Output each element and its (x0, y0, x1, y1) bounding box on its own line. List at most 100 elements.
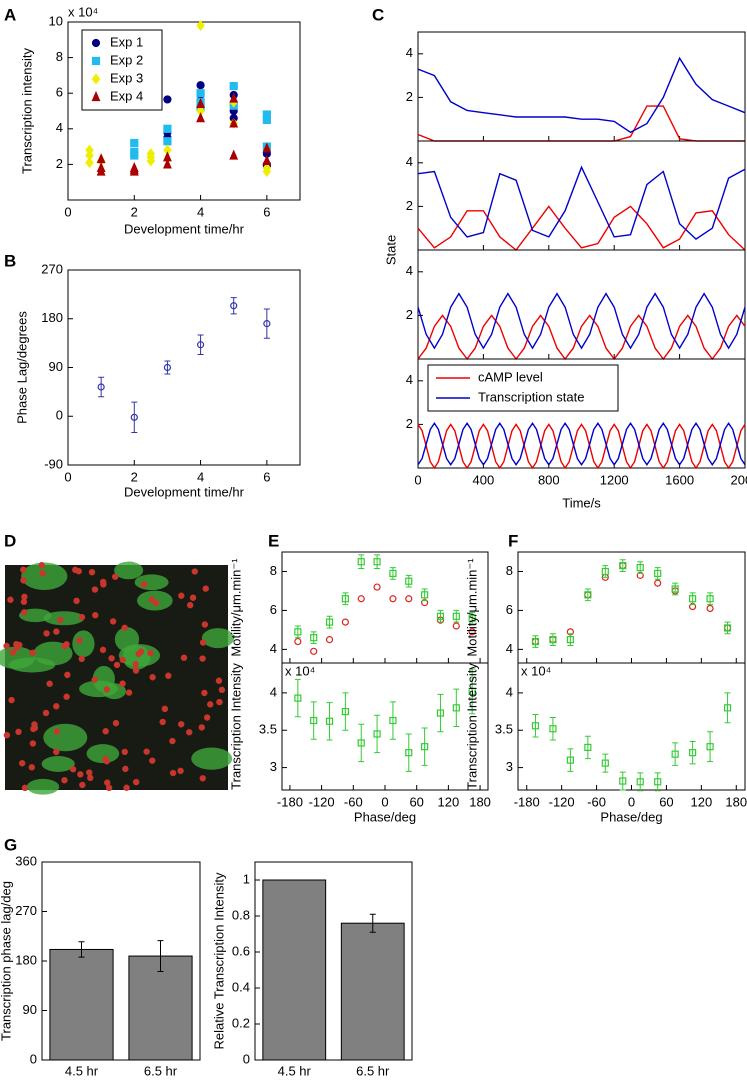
point (549, 725, 557, 733)
axes-frame (517, 662, 746, 791)
cell-red (169, 769, 177, 777)
point (654, 579, 662, 587)
point (452, 612, 460, 620)
cell-red (111, 573, 119, 580)
cell-red (102, 756, 109, 763)
cell-red (201, 621, 209, 628)
bar (340, 922, 405, 1061)
cell-red (21, 609, 28, 616)
cell-red (53, 728, 61, 735)
cell-red (201, 689, 208, 697)
point (310, 647, 318, 655)
line (417, 314, 746, 361)
cell-red (9, 649, 17, 656)
error-bar (437, 609, 444, 623)
cell-green (72, 630, 95, 658)
point (723, 704, 732, 712)
x-axis-label: Time/s (562, 495, 601, 510)
error-bar (164, 360, 171, 375)
point (163, 124, 172, 133)
error-bar (310, 701, 317, 740)
legend-box (427, 364, 619, 412)
cell-green (201, 628, 235, 649)
cell-red (169, 737, 176, 745)
y-tick-label: 4 (406, 45, 413, 60)
point (163, 137, 172, 146)
point (452, 704, 460, 712)
cell-red (121, 748, 128, 756)
cell-red (119, 680, 126, 687)
y-tick-label: 0.4 (232, 979, 250, 994)
point (601, 567, 609, 576)
cell-red (63, 641, 70, 648)
cell-red (78, 655, 85, 663)
cell-red (207, 701, 214, 708)
cell-red (28, 764, 36, 771)
cell-red (102, 728, 109, 735)
point (196, 97, 205, 108)
x-tick-label: 6.5 hr (144, 1063, 178, 1076)
cell-red (21, 784, 29, 792)
y-tick-label: 4 (406, 154, 413, 169)
bar (49, 948, 114, 1061)
point (566, 636, 574, 644)
axes-frame (67, 21, 301, 201)
point (294, 694, 302, 702)
point (468, 628, 476, 636)
panel-label: E (268, 531, 279, 550)
cell-red (109, 618, 117, 625)
cell-red (91, 586, 99, 593)
cell-red (87, 774, 94, 782)
point (389, 716, 397, 725)
line (417, 292, 746, 350)
y-tick-label: 3.5 (259, 722, 277, 737)
y-tick-label: 2 (406, 307, 413, 322)
line (417, 423, 746, 470)
cell-red (143, 748, 150, 755)
cell-red (113, 661, 121, 669)
point (671, 750, 679, 758)
point (196, 112, 205, 123)
cell-green (43, 611, 85, 626)
cell-red (3, 642, 10, 650)
legend-label: Exp 4 (110, 88, 143, 103)
y-tick-label: 180 (15, 952, 37, 967)
cell-red (38, 562, 45, 569)
x-tick-label: 4 (197, 469, 204, 484)
point (389, 569, 397, 578)
error-bar (310, 631, 317, 645)
x-axis-label: Phase/deg (600, 809, 662, 824)
cell-red (198, 724, 205, 731)
cell-green (86, 744, 120, 764)
error-bar (707, 592, 714, 606)
cell-red (42, 709, 50, 717)
error-bar (98, 376, 105, 398)
cell-red (137, 648, 145, 655)
panel-label: G (4, 835, 17, 854)
point (229, 92, 239, 103)
axis-multiplier: x 10⁴ (285, 663, 315, 678)
cell-red (78, 613, 86, 621)
legend-label: Exp 3 (110, 70, 143, 85)
cell-red (31, 721, 38, 728)
x-axis-label: Development time/hr (124, 221, 245, 236)
y-tick-label: 90 (23, 1002, 37, 1017)
y-tick-label: 4 (406, 372, 413, 387)
x-tick-label: 0 (64, 204, 71, 219)
error-bar (78, 941, 85, 958)
y-tick-label: 180 (41, 310, 63, 325)
error-bar (453, 688, 460, 727)
point (130, 138, 139, 148)
error-bar (602, 753, 609, 773)
error-bar (672, 742, 679, 766)
cell-red (202, 585, 209, 592)
cell-red (147, 649, 154, 657)
error-bar (405, 574, 412, 588)
cell-red (61, 776, 68, 784)
x-tick-label: 120 (690, 794, 712, 809)
x-tick-label: 800 (538, 472, 560, 487)
x-tick-label: -180 (277, 794, 303, 809)
cell-red (91, 676, 98, 683)
error-bar (584, 735, 591, 760)
legend-label: Transcription state (478, 389, 584, 404)
